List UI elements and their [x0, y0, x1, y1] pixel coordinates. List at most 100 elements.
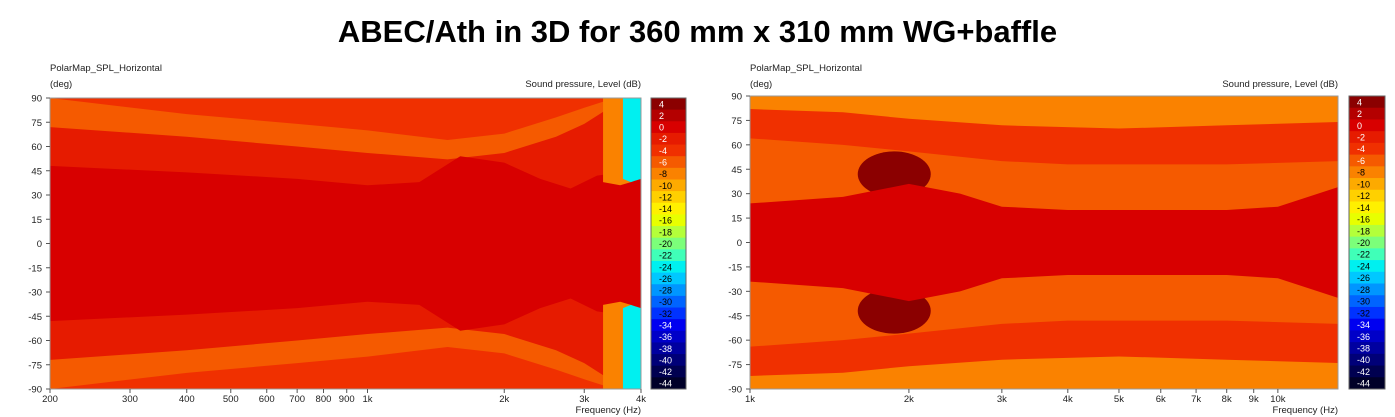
- colorbar-label: -24: [1357, 261, 1370, 271]
- x-axis-label: Frequency (Hz): [1273, 405, 1338, 416]
- colorbar-title: Sound pressure, Level (dB): [1222, 79, 1338, 90]
- colorbar-swatch: [651, 295, 686, 309]
- colorbar-swatch: [1349, 271, 1385, 285]
- colorbar-swatch: [1349, 107, 1385, 120]
- polar-map-chart-right: PolarMap_SPL_Horizontal (deg) Sound pressu…: [728, 63, 1386, 416]
- colorbar-label: 2: [1357, 109, 1362, 119]
- x-tick-label: 700: [289, 394, 305, 405]
- colorbar-swatch: [651, 226, 686, 239]
- colorbar-swatch: [1349, 283, 1385, 296]
- colorbar-label: -14: [1357, 203, 1370, 213]
- x-tick-label: 6k: [1156, 394, 1166, 405]
- colorbar-label: -18: [659, 227, 672, 237]
- colorbar-swatch: [651, 284, 686, 297]
- colorbar-swatch: [651, 109, 686, 122]
- colorbar-label: -40: [1357, 355, 1370, 365]
- colorbar-swatch: [651, 167, 686, 180]
- colorbar-label: 4: [659, 99, 664, 109]
- x-tick-label: 1k: [745, 394, 755, 405]
- colorbar-swatch: [651, 156, 686, 169]
- chart-name: PolarMap_SPL_Horizontal: [750, 63, 862, 74]
- colorbar-swatch: [651, 307, 686, 320]
- colorbar-label: -26: [659, 274, 672, 284]
- x-tick-label: 400: [179, 394, 195, 405]
- y-tick-label: 60: [731, 140, 742, 151]
- colorbar-label: -10: [659, 181, 672, 191]
- colorbar-swatch: [651, 144, 686, 157]
- colorbar-swatch: [651, 377, 686, 390]
- colorbar-swatch: [1349, 295, 1385, 308]
- colorbar-swatch: [1349, 260, 1385, 273]
- contour-band: [50, 346, 641, 389]
- x-tick-label: 9k: [1249, 394, 1259, 405]
- y-tick-label: 0: [737, 238, 742, 249]
- y-tick-label: 15: [731, 214, 742, 225]
- y-tick-label: -90: [28, 385, 42, 396]
- y-tick-label: -30: [728, 287, 742, 298]
- x-tick-label: 200: [42, 394, 58, 405]
- colorbar-swatch: [651, 354, 686, 367]
- x-tick-label: 10k: [1270, 394, 1286, 405]
- colorbar-swatch: [651, 121, 686, 134]
- x-axis-label: Frequency (Hz): [576, 405, 641, 416]
- y-tick-label: -45: [728, 311, 742, 322]
- contour-band: [750, 96, 1338, 129]
- colorbar-label: -20: [1357, 238, 1370, 248]
- y-tick-label: -60: [728, 336, 742, 347]
- colorbar-swatch: [651, 249, 686, 262]
- colorbar-label: -38: [1357, 343, 1370, 353]
- colorbar-label: -6: [1357, 156, 1365, 166]
- colorbar-swatch: [651, 272, 686, 285]
- page-title: ABEC/Ath in 3D for 360 mm x 310 mm WG+ba…: [337, 14, 1058, 49]
- y-tick-label: 60: [31, 142, 42, 153]
- contour-band: [622, 98, 641, 183]
- y-tick-label: -60: [28, 336, 42, 347]
- x-tick-label: 8k: [1222, 394, 1232, 405]
- contour-group: [50, 98, 641, 389]
- colorbar-label: -22: [1357, 250, 1370, 260]
- colorbar-label: -44: [1357, 379, 1370, 389]
- colorbar-label: -24: [659, 262, 672, 272]
- y-tick-label: -15: [28, 263, 42, 274]
- colorbar-label: -28: [1357, 285, 1370, 295]
- colorbar-label: -6: [659, 158, 667, 168]
- colorbar-label: -42: [659, 367, 672, 377]
- colorbar-swatch: [651, 179, 686, 192]
- x-tick-label: 4k: [636, 394, 646, 405]
- colorbar-swatch: [651, 330, 686, 343]
- colorbar-swatch: [1349, 377, 1385, 390]
- y-tick-label: 30: [31, 191, 42, 202]
- contour-group: [750, 96, 1338, 389]
- y-tick-label: 45: [731, 165, 742, 176]
- x-tick-label: 7k: [1191, 394, 1201, 405]
- colorbar-swatch: [1349, 213, 1385, 226]
- colorbar-swatch: [1349, 166, 1385, 179]
- colorbar-swatch: [1349, 365, 1385, 378]
- colorbar-swatch: [651, 98, 686, 111]
- colorbar-label: -2: [1357, 133, 1365, 143]
- colorbar-swatch: [651, 237, 686, 250]
- colorbar-frame: [650, 97, 687, 390]
- y-tick-label: 75: [731, 116, 742, 127]
- colorbar-swatch: [651, 260, 686, 274]
- x-tick-label: 3k: [997, 394, 1007, 405]
- y-tick-label: 45: [31, 166, 42, 177]
- colorbar-swatch: [651, 202, 686, 215]
- colorbar-swatch: [1349, 154, 1385, 167]
- colorbar-label: -22: [659, 251, 672, 261]
- colorbar-label: -10: [1357, 179, 1370, 189]
- colorbar-label: -4: [1357, 144, 1365, 154]
- y-tick-label: 15: [31, 215, 42, 226]
- colorbar-label: -32: [659, 309, 672, 319]
- colorbar-label: -16: [659, 216, 672, 226]
- colorbar-label: -18: [1357, 226, 1370, 236]
- y-tick-label: 90: [31, 94, 42, 105]
- contour-band: [750, 356, 1338, 389]
- colorbar-label: -30: [1357, 297, 1370, 307]
- colorbar-label: -40: [659, 355, 672, 365]
- colorbar-label: -36: [1357, 332, 1370, 342]
- contour-band: [50, 98, 641, 141]
- colorbar-swatch: [651, 132, 686, 146]
- colorbar-label: 4: [1357, 97, 1362, 107]
- colorbar-label: 0: [1357, 121, 1362, 131]
